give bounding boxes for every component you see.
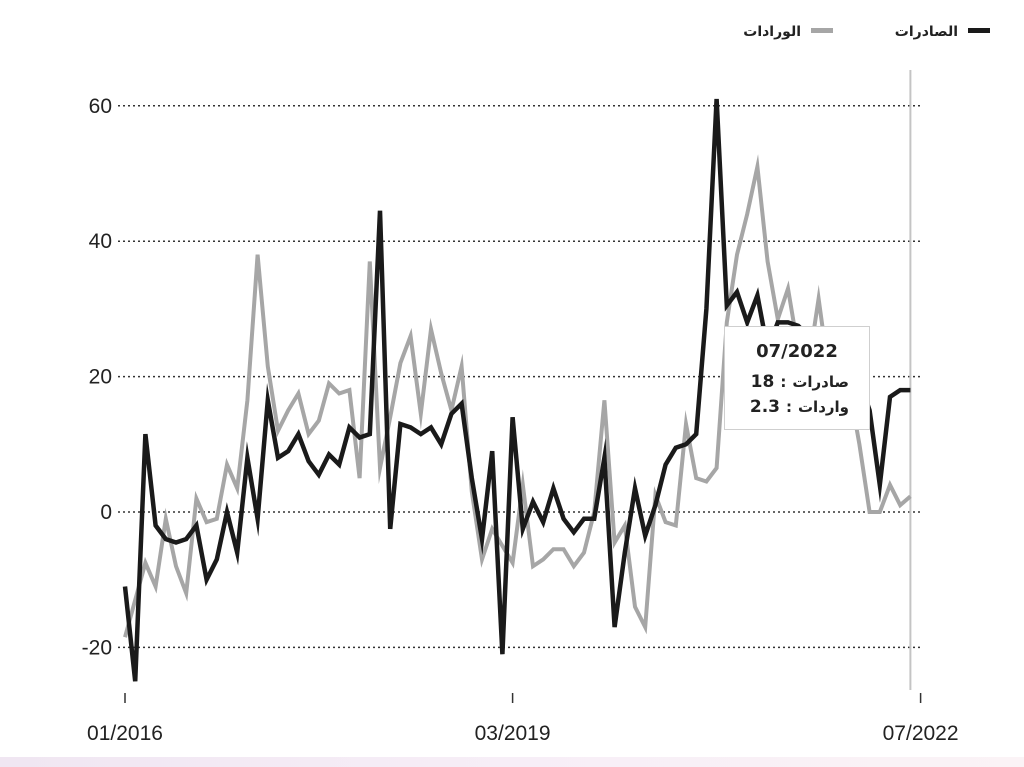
y-tick-label: -20 bbox=[82, 636, 112, 659]
x-tick-label: 01/2016 bbox=[87, 722, 163, 745]
y-axis: -20 0 20 40 60 bbox=[82, 95, 112, 660]
x-tick-label: 07/2022 bbox=[883, 722, 959, 745]
series-line-imports bbox=[123, 154, 912, 638]
tooltip-label-imports: واردات bbox=[797, 398, 849, 416]
y-tick-label: 20 bbox=[89, 366, 112, 389]
legend: الصادرات الورادات bbox=[743, 24, 990, 40]
tooltip-title: 07/2022 bbox=[756, 341, 838, 362]
x-tick-label: 03/2019 bbox=[475, 722, 551, 745]
series-line-exports bbox=[122, 98, 911, 682]
bottom-band bbox=[0, 757, 1024, 767]
tooltip-row-imports: واردات:2.3 bbox=[750, 397, 849, 417]
y-tick-label: 0 bbox=[100, 501, 112, 524]
tooltip-value-exports: 18 bbox=[750, 372, 775, 392]
legend-item-exports[interactable]: الصادرات bbox=[895, 24, 990, 40]
legend-swatch-exports bbox=[968, 28, 990, 33]
legend-label-imports: الورادات bbox=[743, 24, 801, 40]
chart-tooltip: 07/2022 صادرات:18 واردات:2.3 bbox=[724, 326, 870, 430]
y-tick-label: 60 bbox=[89, 95, 112, 118]
tooltip-separator: : bbox=[785, 398, 792, 416]
tooltip-label-exports: صادرات bbox=[792, 373, 849, 391]
legend-label-exports: الصادرات bbox=[895, 24, 958, 40]
x-axis: 01/2016 03/2019 07/2022 bbox=[87, 693, 959, 745]
tooltip-value-imports: 2.3 bbox=[749, 397, 780, 417]
series-layer bbox=[122, 98, 912, 682]
y-tick-label: 40 bbox=[89, 230, 112, 253]
tooltip-separator: : bbox=[780, 373, 787, 391]
legend-swatch-imports bbox=[811, 28, 833, 33]
tooltip-row-exports: صادرات:18 bbox=[751, 372, 849, 392]
legend-item-imports[interactable]: الورادات bbox=[743, 24, 833, 40]
